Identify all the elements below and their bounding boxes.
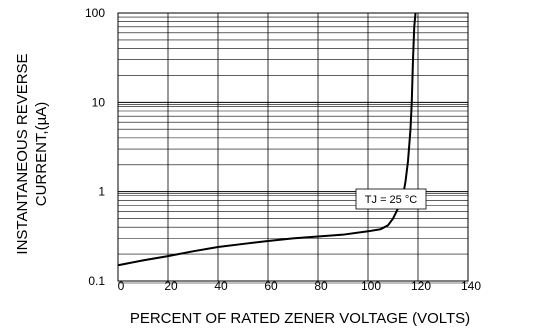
tick-labels: 0 20 40 60 80 100 120 140 0.1 1 10 100 bbox=[85, 6, 481, 293]
x-tick-label: 0 bbox=[118, 279, 125, 293]
y-tick-label: 100 bbox=[85, 6, 105, 20]
y-axis-label-line-2: CURRENT,(µA) bbox=[33, 102, 50, 206]
x-tick-label: 20 bbox=[164, 279, 178, 293]
grid-lines bbox=[117, 12, 469, 284]
y-tick-label: 10 bbox=[92, 95, 106, 109]
y-tick-label: 0.1 bbox=[88, 274, 105, 288]
x-tick-label: 140 bbox=[461, 279, 481, 293]
y-tick-label: 1 bbox=[98, 185, 105, 199]
y-axis-label: INSTANTANEOUS REVERSE CURRENT,(µA) bbox=[14, 53, 50, 254]
x-tick-label: 60 bbox=[264, 279, 278, 293]
x-tick-label: 100 bbox=[361, 279, 381, 293]
plot-border bbox=[117, 12, 469, 282]
x-tick-label: 120 bbox=[411, 279, 431, 293]
annotation: TJ = 25 °C bbox=[355, 188, 427, 210]
series-layer bbox=[117, 12, 417, 267]
x-axis-label: PERCENT OF RATED ZENER VOLTAGE (VOLTS) bbox=[130, 310, 470, 327]
x-tick-label: 80 bbox=[314, 279, 328, 293]
x-tick-label: 40 bbox=[214, 279, 228, 293]
series-line bbox=[117, 12, 417, 267]
annotation-text: TJ = 25 °C bbox=[365, 194, 417, 206]
annotation-box bbox=[355, 188, 427, 210]
y-axis-label-line-1: INSTANTANEOUS REVERSE bbox=[14, 53, 31, 254]
